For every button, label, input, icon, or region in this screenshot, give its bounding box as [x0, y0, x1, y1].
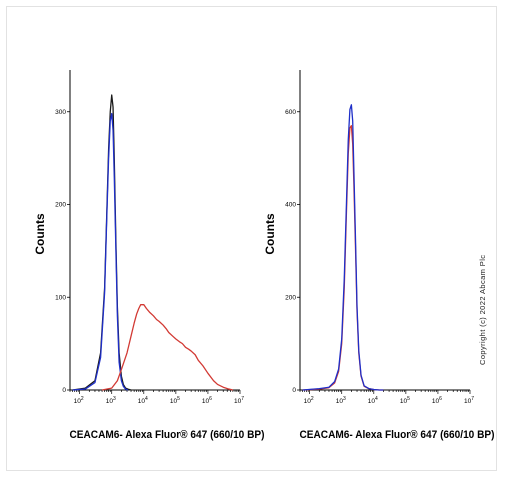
x-tick-label: 106 [202, 396, 212, 405]
x-tick-label: 104 [138, 396, 148, 405]
x-tick-label: 103 [106, 396, 116, 405]
x-tick-label: 102 [74, 396, 84, 405]
y-tick-label: 200 [285, 294, 296, 301]
x-axis-label: CEACAM6- Alexa Fluor® 647 (660/10 BP) [70, 429, 265, 441]
series-line-red [101, 304, 234, 391]
series-line-blue [72, 112, 129, 391]
y-axis-label: Counts [263, 213, 277, 255]
histogram-panel-right: 0 200 400 600 102 103 104 105 106 107 Counts CEACAM… [263, 70, 495, 441]
x-tick-label: 107 [234, 396, 244, 405]
series-line-red [302, 125, 384, 391]
y-axis-label: Counts [33, 213, 47, 255]
x-tick-label: 105 [400, 396, 410, 405]
y-tick-label: 200 [55, 202, 66, 209]
y-tick-label: 0 [62, 387, 66, 394]
y-tick-label: 0 [292, 387, 296, 394]
x-tick-label: 103 [336, 396, 346, 405]
y-tick-label: 600 [285, 109, 296, 116]
x-tick-label: 104 [368, 396, 378, 405]
x-tick-label: 107 [464, 396, 474, 405]
x-tick-label: 102 [304, 396, 314, 405]
histogram-panel-left: 0 100 200 300 102 103 104 105 106 107 Counts CEACAM… [33, 70, 265, 441]
x-axis-label: CEACAM6- Alexa Fluor® 647 (660/10 BP) [300, 429, 495, 441]
y-tick-label: 100 [55, 294, 66, 301]
x-tick-label: 105 [170, 396, 180, 405]
x-tick-label: 106 [432, 396, 442, 405]
series-line-blue [302, 104, 384, 391]
y-tick-label: 400 [285, 202, 296, 209]
figure-frame [6, 6, 497, 471]
copyright-text: Copyright (c) 2022 Abcam Plc [478, 255, 487, 365]
y-tick-label: 300 [55, 109, 66, 116]
